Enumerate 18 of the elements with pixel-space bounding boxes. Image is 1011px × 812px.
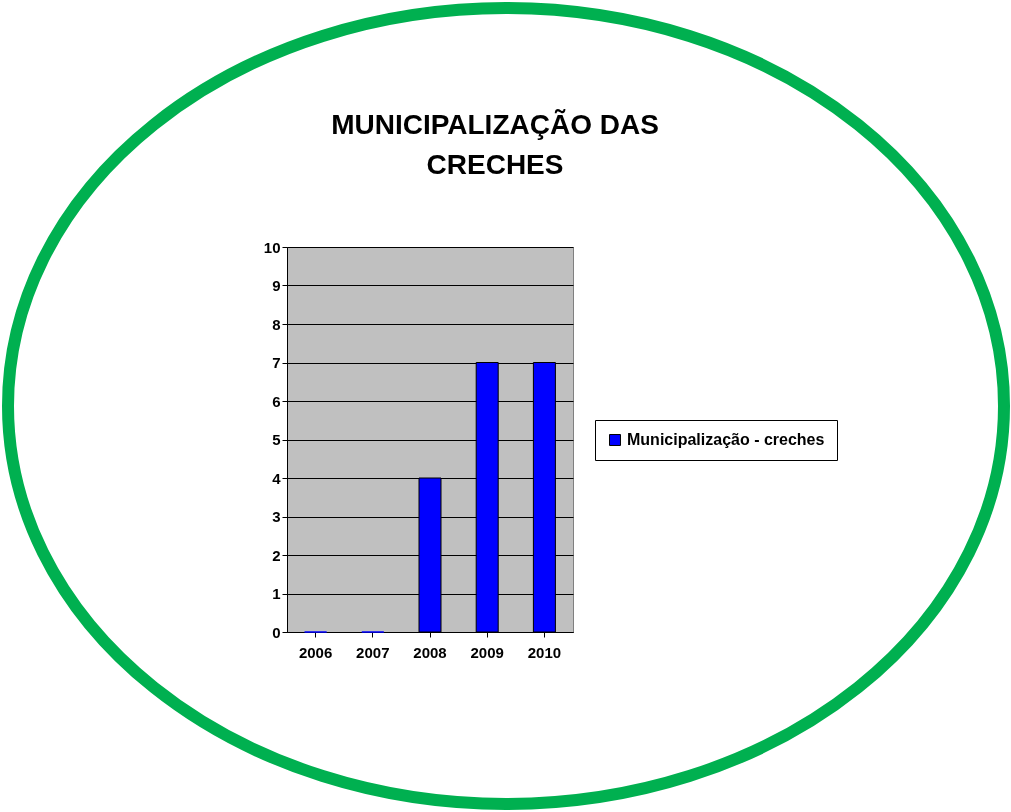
- y-tick-label: 10: [263, 238, 281, 256]
- x-tick-label: 2008: [413, 643, 447, 661]
- x-tick-label: 2006: [298, 643, 333, 661]
- x-tick-label: 2010: [527, 643, 562, 661]
- y-tick-label: 5: [272, 431, 281, 448]
- y-tick-label: 3: [272, 508, 281, 525]
- legend-label: Municipalização - creches: [627, 431, 825, 448]
- y-tick-label: 6: [272, 392, 281, 410]
- y-tick-label: 1: [272, 585, 281, 602]
- y-tick-label: 7: [272, 354, 281, 371]
- y-tick-label: 2: [272, 546, 281, 564]
- x-tick-label: 2007: [356, 643, 390, 661]
- x-tick-label: 2009: [470, 643, 504, 661]
- chart-title: MUNICIPALIZAÇÃO DAS CRECHES: [331, 109, 659, 180]
- y-tick-label: 8: [272, 315, 281, 333]
- y-tick-label: 9: [272, 277, 281, 294]
- y-tick-label: 0: [272, 623, 281, 641]
- y-tick-label: 4: [272, 469, 282, 487]
